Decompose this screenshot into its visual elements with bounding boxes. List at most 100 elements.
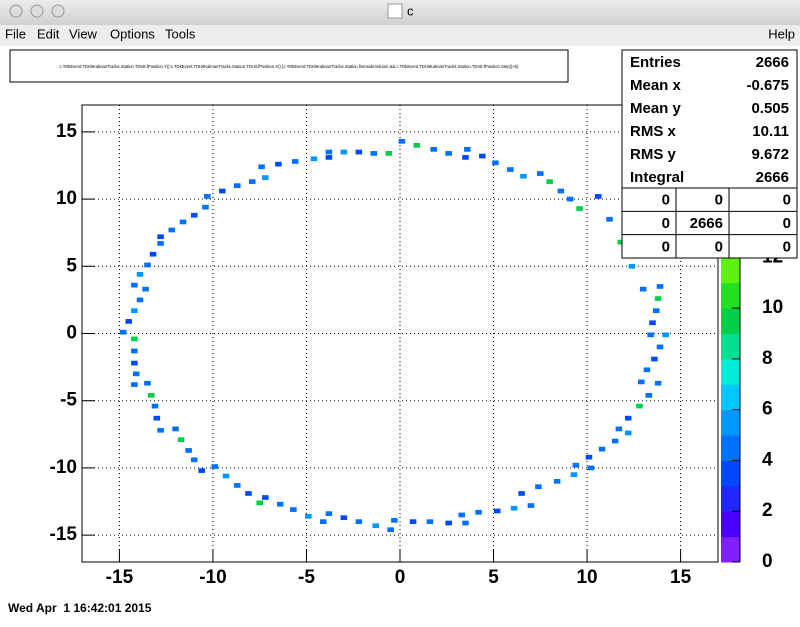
bin-cell <box>325 511 333 516</box>
bin-cell <box>355 149 363 155</box>
palette-step <box>721 536 740 563</box>
bin-cell <box>606 216 613 222</box>
x-tick-label: 5 <box>488 567 499 588</box>
bin-cell <box>125 319 133 324</box>
bin-cell <box>624 430 632 436</box>
bin-cell <box>151 403 159 409</box>
menu-file[interactable]: File <box>5 26 26 41</box>
bin-cell <box>132 371 140 377</box>
stat-value: -0.675 <box>746 77 789 94</box>
bin-cell <box>585 454 593 460</box>
x-tick-label: -10 <box>199 567 226 588</box>
bin-cell <box>245 491 252 496</box>
plot-frame <box>81 104 719 563</box>
bin-cell <box>131 382 138 387</box>
minimize-button[interactable] <box>30 4 44 18</box>
bin-cell <box>355 519 363 525</box>
menu-tools[interactable]: Tools <box>165 26 196 41</box>
z-tick-label: 6 <box>762 399 773 420</box>
bin-cell <box>131 360 138 366</box>
matrix-cell: 0 <box>662 215 670 232</box>
palette-step <box>721 511 740 538</box>
bin-cell <box>144 380 151 386</box>
bin-cell <box>310 156 318 162</box>
palette-step <box>721 358 740 385</box>
stat-label: RMS y <box>630 146 677 163</box>
bin-cell <box>233 183 241 188</box>
stat-label: RMS x <box>630 123 677 140</box>
bin-cell <box>291 159 299 164</box>
bin-cell <box>219 188 226 194</box>
menu-view[interactable]: View <box>69 26 98 41</box>
close-button[interactable] <box>9 4 23 18</box>
chart-title: c.TDkEvent.TDHitKalmanTracks.Station.TDH… <box>59 64 519 69</box>
bin-cell <box>628 263 636 269</box>
y-tick-label: -15 <box>50 524 78 545</box>
bin-cell <box>340 515 348 520</box>
bin-cell <box>172 426 179 432</box>
y-tick-label: 0 <box>66 323 77 344</box>
bin-cell <box>624 415 632 421</box>
palette-step <box>721 308 740 334</box>
x-tick-label: -15 <box>106 567 134 588</box>
bin-cell <box>426 519 434 525</box>
bin-cell <box>177 437 185 443</box>
bin-cell <box>142 286 149 292</box>
bin-cell <box>202 204 209 210</box>
stat-value: 10.11 <box>752 123 789 140</box>
bin-cell <box>119 329 127 335</box>
palette-step <box>721 333 740 360</box>
bin-cell <box>647 332 654 338</box>
zoom-button[interactable] <box>51 4 65 18</box>
y-tick-label: -10 <box>50 457 77 478</box>
y-tick-label: 5 <box>66 255 77 276</box>
bin-cell <box>153 415 161 421</box>
bin-cell <box>136 297 144 303</box>
status-date: Wed Apr 1 16:42:01 2015 <box>8 601 152 615</box>
bin-cell <box>277 501 284 507</box>
matrix-cell: 2666 <box>690 215 723 232</box>
bin-cell <box>157 234 164 240</box>
bin-cell <box>185 448 192 453</box>
bin-cell <box>320 519 327 525</box>
bin-cell <box>510 505 518 511</box>
menu-edit[interactable]: Edit <box>37 26 60 41</box>
menu-bar <box>0 25 800 46</box>
bin-cell <box>572 462 580 468</box>
bin-cell <box>144 262 151 268</box>
bin-cell <box>553 479 561 484</box>
bin-cell <box>611 438 619 444</box>
matrix-cell: 0 <box>662 192 670 209</box>
x11-icon <box>387 3 403 19</box>
matrix-cell: 0 <box>783 215 791 232</box>
window-title: c <box>407 3 414 18</box>
stat-label: Mean y <box>630 100 682 117</box>
menu-options[interactable]: Options <box>110 26 155 41</box>
menu-help[interactable]: Help <box>768 26 795 41</box>
bin-cell <box>204 194 211 199</box>
palette-step <box>721 257 740 284</box>
bin-cell <box>413 142 421 148</box>
bin-cell <box>131 282 138 288</box>
bin-cell <box>325 155 333 160</box>
bin-cell <box>211 464 219 469</box>
bin-cell <box>233 483 241 488</box>
bin-cell <box>462 155 469 160</box>
bin-cell <box>385 151 393 156</box>
bin-cell <box>445 520 452 526</box>
bin-cell <box>458 512 466 518</box>
bin-cell <box>325 149 333 155</box>
z-tick-label: 0 <box>762 551 773 572</box>
matrix-cell: 0 <box>783 238 791 255</box>
bin-cell <box>652 308 660 314</box>
z-tick-label: 2 <box>762 500 773 521</box>
bin-cell <box>131 348 138 354</box>
bin-cell <box>595 194 602 199</box>
bin-cell <box>576 206 583 211</box>
bin-cell <box>507 167 514 172</box>
bin-cell <box>598 446 606 452</box>
stat-value: 9.672 <box>751 146 789 163</box>
stats-box <box>621 49 798 259</box>
bin-cell <box>256 500 263 506</box>
bin-cell <box>462 520 469 526</box>
